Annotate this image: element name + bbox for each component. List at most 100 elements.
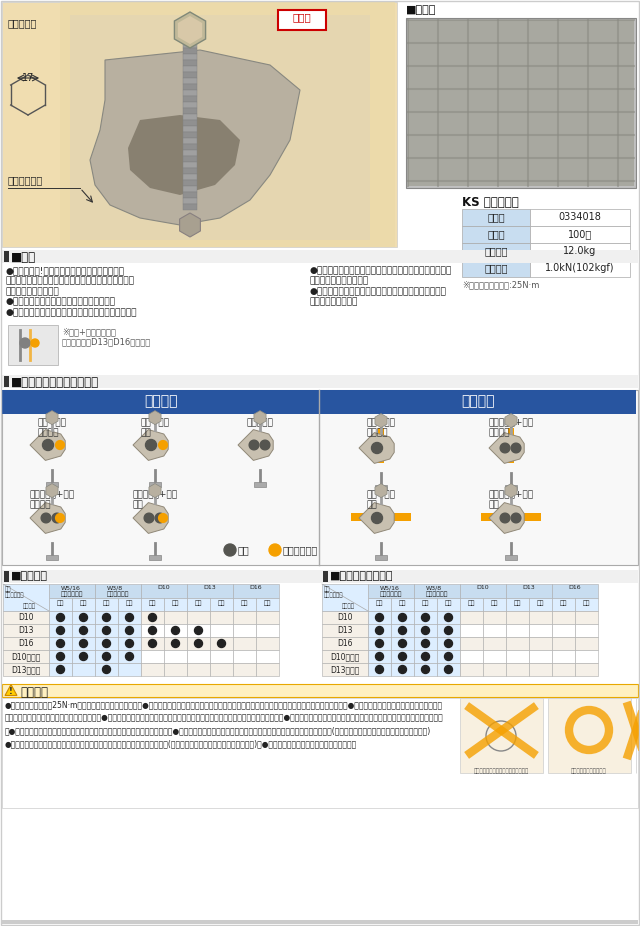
- Bar: [49, 624, 72, 637]
- Bar: [187, 650, 210, 663]
- Text: ※鉄筋+セパ挟み込み: ※鉄筋+セパ挟み込み: [62, 327, 116, 336]
- Text: 12.0kg: 12.0kg: [563, 246, 596, 256]
- Circle shape: [159, 514, 168, 522]
- Bar: [378, 428, 384, 463]
- Circle shape: [422, 614, 429, 621]
- Polygon shape: [178, 16, 202, 44]
- Text: D10: D10: [337, 613, 353, 622]
- Bar: [49, 637, 72, 650]
- Bar: [118, 611, 141, 624]
- Circle shape: [159, 441, 168, 449]
- Polygon shape: [30, 430, 65, 460]
- Text: 17: 17: [22, 73, 34, 83]
- Text: 許容荷重: 許容荷重: [484, 263, 508, 273]
- Text: 直交: 直交: [172, 600, 179, 606]
- Bar: [529, 624, 552, 637]
- Bar: [4, 571, 9, 582]
- Circle shape: [445, 666, 452, 673]
- Text: 直交: 直交: [491, 600, 499, 606]
- Bar: [233, 611, 256, 624]
- Bar: [72, 663, 95, 676]
- Text: 平行: 平行: [514, 600, 521, 606]
- Text: D13ダブル: D13ダブル: [330, 665, 360, 674]
- Polygon shape: [46, 410, 58, 425]
- Bar: [183, 186, 197, 192]
- Text: 直交: 直交: [399, 600, 406, 606]
- Bar: [149, 555, 161, 560]
- Bar: [506, 584, 552, 598]
- Bar: [183, 168, 197, 174]
- Text: セパレーター: セパレーター: [283, 545, 318, 555]
- Bar: [256, 650, 279, 663]
- Text: 適応鉄筋: 適応鉄筋: [23, 603, 36, 608]
- Bar: [3, 611, 49, 624]
- Text: 適応
セパレーター: 適応 セパレーター: [5, 586, 24, 598]
- Circle shape: [249, 440, 259, 450]
- Bar: [118, 650, 141, 663]
- Polygon shape: [175, 12, 205, 48]
- Bar: [391, 663, 414, 676]
- Bar: [95, 598, 118, 611]
- Bar: [183, 144, 197, 150]
- Bar: [183, 126, 197, 132]
- Bar: [256, 663, 279, 676]
- Bar: [460, 598, 483, 611]
- Circle shape: [376, 640, 383, 647]
- Text: 梱包質量: 梱包質量: [484, 246, 508, 256]
- Text: 直交: 直交: [264, 600, 271, 606]
- Text: 鉄筋ダブル+セパ
溶接: 鉄筋ダブル+セパ 溶接: [488, 490, 534, 509]
- Bar: [530, 209, 630, 226]
- Bar: [183, 150, 197, 156]
- Bar: [8, 325, 58, 365]
- Text: D13: D13: [19, 626, 34, 635]
- Polygon shape: [149, 483, 161, 497]
- Polygon shape: [133, 503, 168, 533]
- Bar: [183, 48, 197, 54]
- Bar: [256, 598, 279, 611]
- Text: ■特長: ■特長: [11, 251, 36, 264]
- Circle shape: [56, 653, 65, 660]
- Bar: [530, 260, 630, 277]
- Text: ●ボルトの締め付けは25N·mでしっかり行ってください。　●平行引きで挟み込む場合、必ず鉄筋を奥に、セパレーターをボルト側に取り付けてください。　●鉄筋と鉄筋を: ●ボルトの締め付けは25N·mでしっかり行ってください。 ●平行引きで挟み込む場…: [5, 700, 443, 709]
- Text: 注意事項: 注意事項: [20, 686, 48, 699]
- Bar: [368, 637, 391, 650]
- Text: 鉄筋+セパ
挟み込み: 鉄筋+セパ 挟み込み: [38, 418, 67, 437]
- Polygon shape: [359, 503, 394, 533]
- Bar: [141, 624, 164, 637]
- Circle shape: [125, 614, 134, 621]
- Text: 鉄筋+セパ
挟み込み: 鉄筋+セパ 挟み込み: [367, 418, 396, 437]
- Circle shape: [399, 666, 406, 673]
- Bar: [530, 243, 630, 260]
- Bar: [164, 611, 187, 624]
- Bar: [183, 120, 197, 126]
- Circle shape: [376, 666, 383, 673]
- Text: 鉄筋手前に、セパレーターはボルト側: 鉄筋手前に、セパレーターはボルト側: [474, 768, 529, 773]
- Bar: [183, 84, 197, 90]
- Polygon shape: [359, 432, 394, 463]
- Bar: [49, 598, 72, 611]
- Bar: [183, 114, 197, 120]
- Text: 生　地: 生 地: [292, 12, 312, 22]
- Text: 鉄筋ダブル+セパ
挟み込み: 鉄筋ダブル+セパ 挟み込み: [488, 418, 534, 437]
- Bar: [256, 611, 279, 624]
- Text: ※ボルト締付トルク:25N·m: ※ボルト締付トルク:25N·m: [462, 280, 540, 289]
- Bar: [506, 637, 529, 650]
- Bar: [552, 637, 575, 650]
- Circle shape: [41, 513, 51, 523]
- Bar: [414, 663, 437, 676]
- Bar: [322, 611, 368, 624]
- Text: 直交引き: 直交引き: [461, 394, 495, 408]
- Polygon shape: [505, 483, 517, 497]
- Bar: [183, 102, 197, 108]
- Circle shape: [422, 653, 429, 660]
- Circle shape: [399, 627, 406, 634]
- Bar: [183, 36, 197, 42]
- Bar: [460, 624, 483, 637]
- Bar: [256, 637, 279, 650]
- Text: D13: D13: [337, 626, 353, 635]
- Bar: [256, 624, 279, 637]
- Circle shape: [102, 653, 111, 660]
- Bar: [183, 90, 197, 96]
- Bar: [183, 108, 197, 114]
- Text: D10: D10: [477, 585, 490, 590]
